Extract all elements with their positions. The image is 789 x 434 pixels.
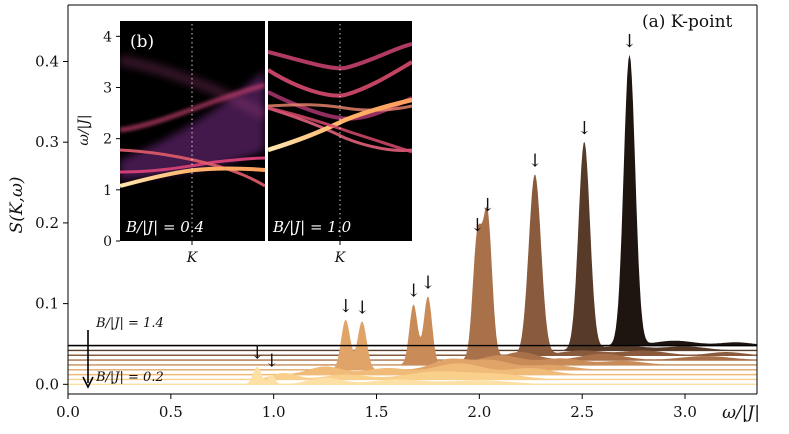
inset-left-band-a	[120, 156, 265, 174]
y-tick-label: 0.1	[35, 295, 59, 313]
series-area	[68, 142, 757, 351]
series-area	[68, 366, 757, 385]
peak-arrow: ↓	[355, 297, 370, 318]
inset-left-xtick: K	[186, 250, 199, 266]
x-tick-label: 3.0	[673, 403, 697, 421]
x-tick-label: 0.5	[159, 403, 183, 421]
inset-right-band-d	[268, 106, 412, 152]
peak-arrow: ↓	[406, 280, 421, 301]
peak-arrow: ↓	[470, 215, 485, 236]
field-arrow-head	[82, 376, 94, 389]
series-area	[68, 371, 757, 380]
x-tick-label: 2.0	[467, 403, 491, 421]
inset-left-upper-haze	[120, 55, 265, 120]
peak-arrow: ↓	[527, 150, 542, 171]
inset: (b) B/|J| = 0.4 B/|J| = 1.0 K K 0 1 2 3 4 ω/…	[76, 21, 412, 266]
inset-y-tick-label: 0	[103, 234, 112, 250]
peak-arrow: ↓	[250, 343, 265, 364]
inset-y-axis-label: ω/|J|	[76, 114, 92, 145]
inset-panel-label: (b)	[130, 32, 154, 52]
axes	[67, 4, 758, 395]
inset-left-band-c	[120, 82, 265, 133]
inset-y-tick-label: 4	[103, 29, 112, 45]
peak-arrow: ↓	[577, 118, 592, 139]
field-label-bottom: B/|J| = 0.2	[95, 370, 164, 385]
inset-right-field-label: B/|J| = 1.0	[272, 218, 352, 236]
inset-right-main-band	[268, 97, 412, 153]
y-tick-label: 0.4	[35, 52, 59, 70]
x-tick-label: 2.5	[570, 403, 594, 421]
y-axis-label: S(K,ω)	[7, 177, 27, 234]
series-area	[68, 363, 757, 375]
y-tick-label: 0.0	[35, 375, 59, 393]
inset-panel-right	[268, 21, 412, 241]
peak-arrow: ↓	[264, 351, 279, 372]
inset-left-main-band	[120, 166, 265, 188]
inset-right-xtick: K	[334, 250, 347, 266]
peak-arrow: ↓	[338, 296, 353, 317]
y-tick-label: 0.2	[35, 214, 59, 232]
x-tick-label: 1.5	[365, 403, 389, 421]
inset-y-ticks: 0 1 2 3 4	[103, 29, 120, 250]
series-area	[68, 296, 757, 365]
y-ticks: 0.0 0.1 0.2 0.3 0.4	[35, 52, 68, 393]
inset-left-field-label: B/|J| = 0.4	[125, 218, 204, 236]
peak-arrow: ↓	[420, 272, 435, 293]
field-label-top: B/|J| = 1.4	[95, 316, 164, 331]
inset-right-band-e	[268, 103, 412, 112]
inset-y-tick-label: 1	[103, 183, 112, 199]
inset-right-band-b	[268, 60, 412, 98]
peak-arrow: ↓	[622, 31, 637, 52]
arrow-layer: ↓ ↓↓ ↓↓ ↓↓↓↓↓↓	[250, 31, 637, 372]
inset-y-tick-label: 3	[103, 81, 112, 97]
x-tick-label: 1.0	[262, 403, 286, 421]
x-tick-label: 0.0	[56, 403, 80, 421]
y-tick-label: 0.3	[35, 133, 59, 151]
chart-title: (a) K-point	[642, 12, 733, 32]
inset-right-low-band	[268, 106, 412, 154]
x-ticks: 0.0 0.5 1.0 1.5 2.0 2.5 3.0	[56, 394, 697, 421]
inset-right-band-a	[268, 42, 412, 71]
x-axis-label: ω/|J|	[722, 403, 760, 423]
peak-arrow: ↓	[480, 195, 495, 216]
inset-y-tick-label: 2	[103, 132, 112, 148]
series-layer	[68, 54, 757, 386]
